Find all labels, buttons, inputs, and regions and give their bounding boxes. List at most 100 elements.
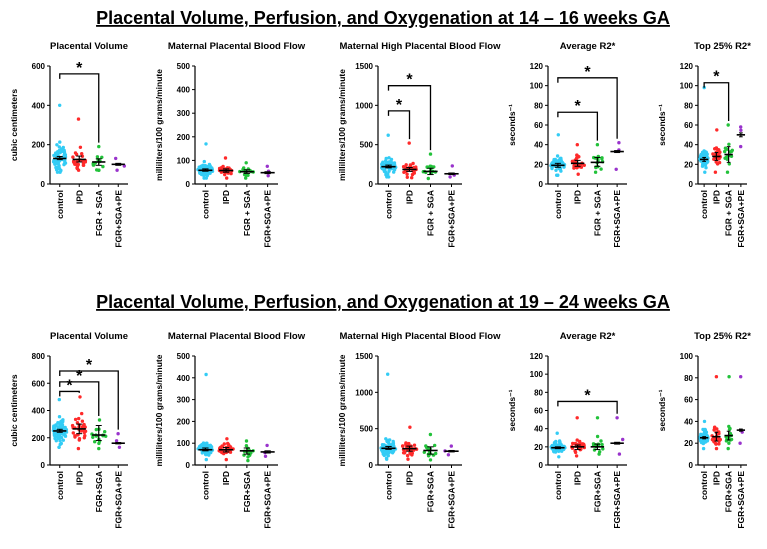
data-point bbox=[387, 441, 391, 445]
y-tick-label: 500 bbox=[360, 425, 374, 434]
y-tick-label: 60 bbox=[684, 121, 693, 130]
x-tick-label: FGR+SGA+PE bbox=[113, 471, 123, 529]
data-point bbox=[77, 437, 82, 441]
data-point bbox=[738, 441, 742, 445]
data-point bbox=[711, 152, 715, 156]
series-fgr-sga bbox=[590, 143, 605, 174]
y-axis-label: seconds⁻¹ bbox=[657, 389, 667, 431]
data-point bbox=[591, 442, 596, 446]
series-fgr-sga-pe bbox=[260, 443, 275, 458]
data-point bbox=[407, 441, 411, 446]
x-tick-label: FGR+SGA bbox=[94, 471, 104, 512]
data-point bbox=[392, 170, 396, 174]
data-point bbox=[384, 156, 388, 161]
data-point bbox=[713, 170, 718, 174]
data-point bbox=[244, 176, 248, 180]
data-point bbox=[725, 170, 730, 174]
x-tick-label: IPD bbox=[711, 190, 721, 204]
panel-title: Top 25% R2* bbox=[694, 331, 751, 342]
data-point bbox=[383, 169, 387, 174]
data-point bbox=[600, 442, 604, 447]
series-ipd bbox=[70, 395, 88, 451]
x-tick-label: control bbox=[699, 471, 709, 500]
significance-bracket: * bbox=[557, 98, 599, 141]
significance-bracket: * bbox=[387, 72, 432, 151]
y-tick-label: 300 bbox=[177, 109, 191, 118]
data-point bbox=[703, 428, 707, 432]
series-fgr-sga-pe bbox=[260, 164, 275, 178]
data-point bbox=[58, 423, 62, 427]
series-fgr-sga bbox=[238, 161, 255, 180]
data-point bbox=[405, 172, 409, 176]
data-point bbox=[617, 141, 621, 145]
series-ipd bbox=[570, 416, 586, 458]
y-axis-label: cubic centimeters bbox=[9, 374, 19, 447]
x-tick-label: FGR+SGA bbox=[724, 471, 734, 512]
data-point bbox=[114, 156, 118, 161]
data-point bbox=[63, 433, 67, 438]
y-axis-label: milliliters/100 grams/minute bbox=[154, 69, 164, 181]
data-point bbox=[76, 117, 81, 121]
data-point bbox=[555, 159, 559, 163]
data-point bbox=[208, 445, 213, 450]
data-point bbox=[739, 125, 743, 129]
y-axis-label: seconds⁻¹ bbox=[657, 104, 667, 146]
data-point bbox=[593, 170, 598, 174]
data-point bbox=[246, 458, 250, 463]
data-point bbox=[57, 415, 62, 419]
series-control bbox=[380, 133, 398, 179]
data-point bbox=[70, 423, 75, 428]
data-point bbox=[76, 446, 81, 451]
data-point bbox=[552, 449, 557, 453]
bracket-line bbox=[557, 400, 618, 414]
significance-star: * bbox=[76, 60, 83, 77]
panel-title: Placental Volume bbox=[50, 331, 128, 342]
data-point bbox=[598, 450, 602, 454]
data-point bbox=[723, 146, 728, 150]
data-point bbox=[718, 437, 722, 442]
significance-star: * bbox=[584, 64, 591, 81]
figure-row-1: Placental Volume, Perfusion, and Oxygena… bbox=[9, 8, 751, 248]
series-fgr-sga bbox=[724, 375, 734, 451]
data-point bbox=[412, 443, 417, 447]
data-point bbox=[595, 416, 600, 420]
x-tick-label: control bbox=[55, 190, 65, 219]
data-point bbox=[387, 156, 391, 160]
data-point bbox=[116, 432, 120, 436]
bracket-line bbox=[59, 381, 100, 417]
data-point bbox=[57, 445, 61, 449]
significance-bracket: * bbox=[387, 97, 411, 140]
significance-bracket: * bbox=[59, 368, 100, 417]
data-point bbox=[83, 429, 88, 433]
data-point bbox=[412, 170, 416, 174]
series-control bbox=[549, 133, 567, 177]
bracket-line bbox=[557, 77, 618, 139]
x-tick-label: control bbox=[384, 190, 394, 219]
y-axis-label: milliliters/100 grams/minute bbox=[154, 354, 164, 466]
data-point bbox=[574, 454, 579, 458]
data-point bbox=[617, 452, 622, 456]
y-tick-label: 1500 bbox=[355, 352, 373, 361]
x-tick-label: control bbox=[699, 190, 709, 219]
data-point bbox=[428, 152, 433, 156]
y-tick-label: 0 bbox=[539, 461, 544, 470]
bracket-line bbox=[387, 85, 432, 151]
data-point bbox=[387, 160, 392, 164]
data-point bbox=[80, 425, 85, 429]
data-point bbox=[71, 431, 76, 435]
data-point bbox=[115, 168, 119, 172]
y-tick-label: 500 bbox=[177, 352, 191, 361]
series-control bbox=[51, 397, 69, 449]
data-point bbox=[600, 156, 604, 160]
panel-1-4: Average R2* seconds⁻¹ 0 20 40 60 80 100 120 contr… bbox=[507, 41, 627, 248]
significance-star: * bbox=[86, 357, 93, 374]
data-point bbox=[391, 439, 395, 444]
data-point bbox=[382, 166, 386, 171]
series-fgr-sga bbox=[90, 418, 108, 451]
data-point bbox=[578, 439, 582, 444]
data-point bbox=[704, 166, 708, 170]
data-point bbox=[97, 441, 101, 446]
panel-2-1: Placental Volume cubic centimeters 0 200 400… bbox=[9, 331, 128, 529]
y-tick-label: 20 bbox=[534, 160, 543, 169]
data-point bbox=[601, 447, 605, 451]
